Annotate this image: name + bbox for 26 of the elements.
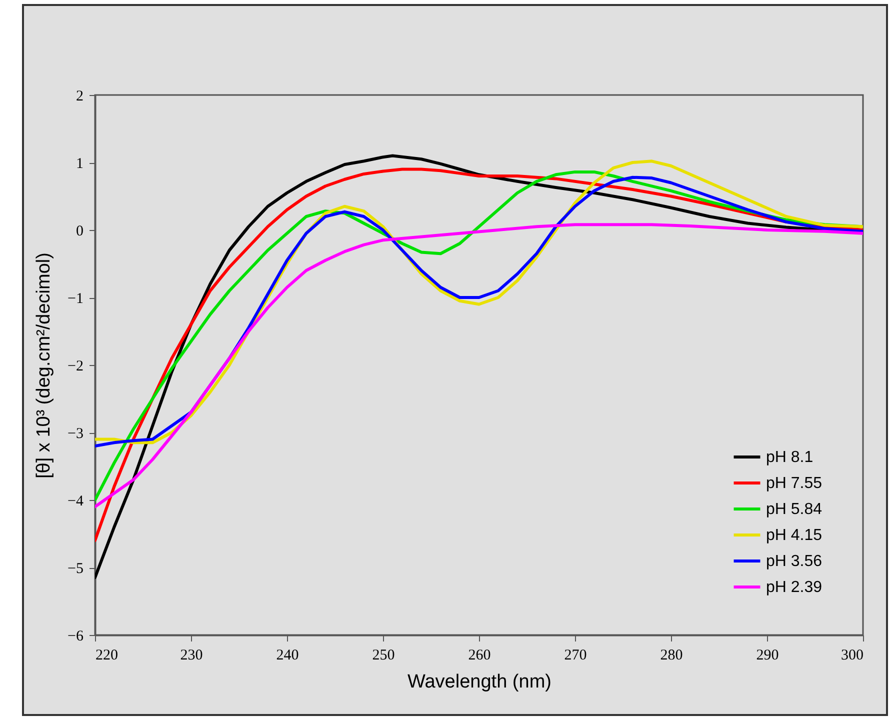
y-tick-label: 2 [76,88,84,104]
x-tick-label: 270 [564,648,587,664]
x-tick-label: 220 [96,648,118,664]
x-tick-label: 240 [276,648,299,664]
y-tick-label: 1 [76,156,84,172]
legend-label: pH 7.55 [766,475,822,492]
x-tick-label: 260 [468,648,491,664]
legend-label: pH 4.15 [766,527,822,544]
legend-label: pH 3.56 [766,553,822,570]
y-tick-label: −5 [68,561,84,577]
y-tick-label: −4 [68,494,84,510]
x-tick-label: 300 [841,648,864,664]
legend-label: pH 8.1 [766,449,814,466]
legend-label: pH 5.84 [766,501,822,518]
x-axis-title: Wavelength (nm) [408,672,552,692]
legend-label: pH 2.39 [766,579,822,596]
y-axis-title: [θ] x 10³ (deg.cm²/decimol) [34,252,55,478]
x-tick-label: 230 [180,648,203,664]
x-tick-label: 280 [660,648,683,664]
y-tick-label: −2 [68,358,84,374]
y-tick-label: 0 [76,224,84,240]
y-tick-label: −1 [68,291,84,307]
x-tick-label: 250 [372,648,395,664]
y-tick-label: −3 [68,426,84,442]
y-tick-label: −6 [68,628,84,644]
x-tick-label: 290 [756,648,779,664]
